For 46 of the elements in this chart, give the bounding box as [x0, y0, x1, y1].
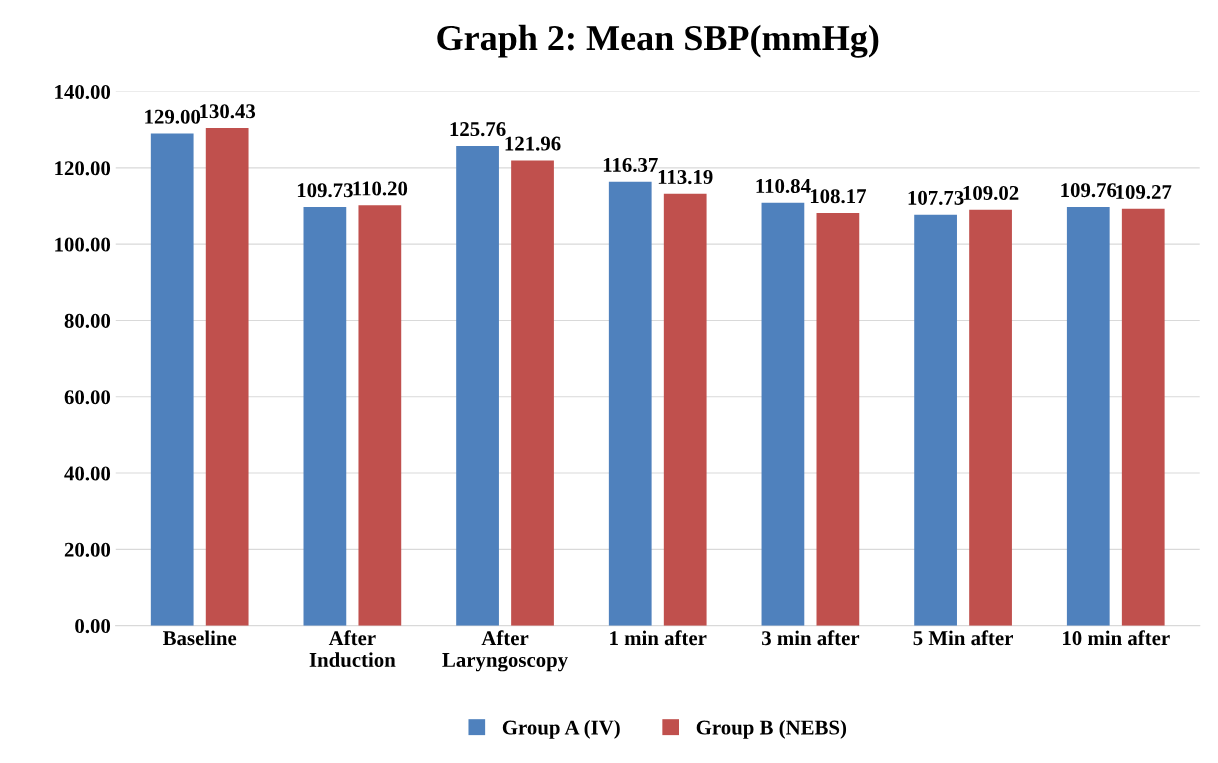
- y-tick-label: 80.00: [64, 313, 111, 328]
- legend-label: Group B (NEBS): [696, 719, 847, 739]
- y-tick-label: 20.00: [64, 542, 111, 557]
- bar: [1066, 206, 1110, 626]
- data-label: 130.43: [200, 104, 256, 119]
- data-label: 109.73: [297, 183, 353, 198]
- x-tick-label: After Induction: [309, 630, 396, 668]
- y-tick-label: 140.00: [55, 84, 111, 100]
- bar: [205, 128, 249, 626]
- bar: [303, 207, 347, 626]
- bar: [1121, 208, 1165, 626]
- data-label: 109.02: [963, 185, 1019, 201]
- bar: [511, 160, 554, 626]
- bar: [663, 193, 707, 626]
- x-tick-label: 1 min after: [610, 630, 707, 646]
- y-tick-label: 100.00: [55, 237, 111, 252]
- data-label: 129.00: [145, 109, 201, 124]
- data-label: 116.37: [603, 157, 658, 173]
- y-tick-label: 40.00: [64, 466, 111, 481]
- bar: [969, 209, 1012, 626]
- data-label: 113.19: [658, 170, 713, 185]
- data-label: 109.76: [1061, 183, 1117, 198]
- x-tick-label: After Laryngoscopy: [442, 630, 568, 672]
- y-tick-label: 0.00: [75, 619, 111, 634]
- data-label: 108.17: [810, 189, 867, 204]
- bar: [761, 202, 805, 626]
- y-tick-label: 120.00: [55, 161, 111, 176]
- bar: [358, 205, 402, 626]
- data-label: 109.27: [1116, 184, 1172, 200]
- bar: [914, 214, 957, 626]
- legend-label: Group A (IV): [502, 719, 620, 739]
- chart-title: Graph 2: Mean SBP(mmHg): [437, 24, 879, 58]
- x-tick-label: Baseline: [162, 630, 237, 646]
- data-label: 110.84: [756, 178, 811, 194]
- data-label: 110.20: [353, 181, 408, 196]
- data-label: 121.96: [505, 136, 561, 151]
- x-tick-label: 3 min after: [762, 630, 860, 646]
- data-label: 107.73: [908, 190, 964, 205]
- x-tick-label: 10 min after: [1063, 630, 1170, 646]
- bar: [816, 212, 860, 626]
- x-tick-label: 5 Min after: [913, 630, 1013, 646]
- bar: [456, 145, 499, 626]
- y-tick-label: 60.00: [64, 390, 111, 405]
- data-label: 125.76: [450, 122, 506, 137]
- bar: [608, 181, 652, 626]
- bar: [150, 133, 194, 626]
